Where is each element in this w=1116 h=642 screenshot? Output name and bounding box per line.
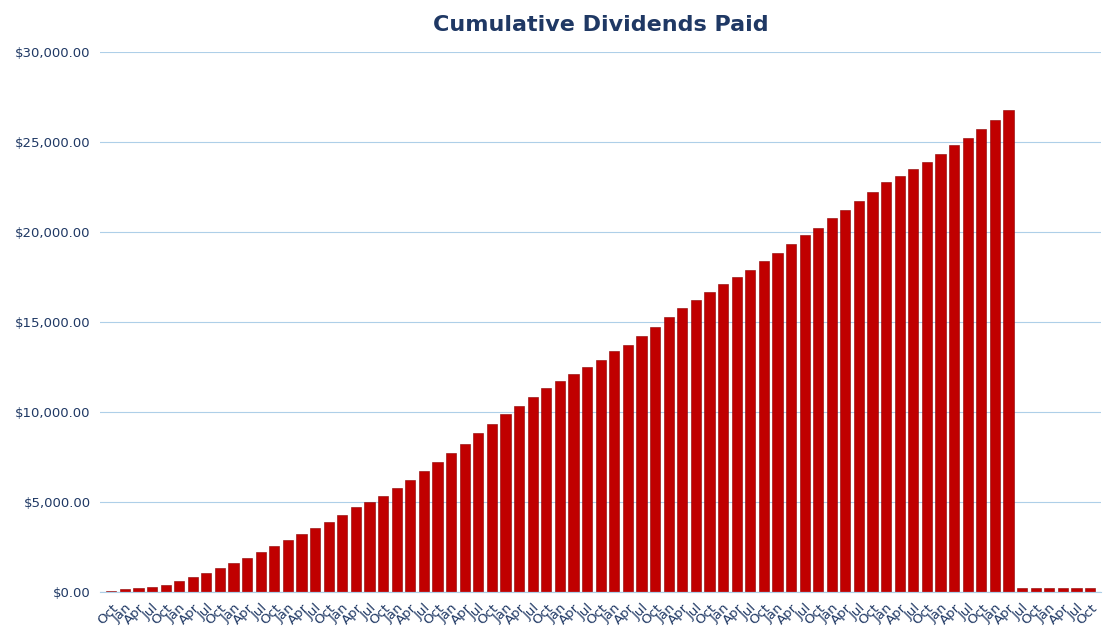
Bar (337, 516, 347, 592)
Bar (514, 406, 525, 592)
Bar (133, 588, 144, 592)
Bar (854, 201, 864, 592)
Bar (269, 546, 279, 592)
Bar (827, 218, 837, 592)
Bar (432, 462, 443, 592)
Bar (229, 563, 239, 592)
Bar (677, 308, 687, 592)
Bar (487, 424, 497, 592)
Bar (460, 444, 470, 592)
Bar (555, 381, 565, 592)
Bar (949, 146, 960, 592)
Bar (500, 415, 511, 592)
Bar (895, 176, 905, 592)
Bar (908, 169, 918, 592)
Bar (378, 496, 388, 592)
Bar (1017, 588, 1027, 592)
Bar (473, 433, 483, 592)
Bar (256, 552, 266, 592)
Bar (990, 120, 1000, 592)
Bar (215, 568, 225, 592)
Bar (759, 261, 769, 592)
Bar (650, 327, 661, 592)
Bar (636, 336, 646, 592)
Bar (1058, 588, 1068, 592)
Bar (392, 489, 402, 592)
Bar (772, 254, 782, 592)
Bar (840, 210, 850, 592)
Title: Cumulative Dividends Paid: Cumulative Dividends Paid (433, 15, 769, 35)
Bar (310, 528, 320, 592)
Bar (1031, 588, 1041, 592)
Bar (718, 284, 728, 592)
Bar (201, 573, 212, 592)
Bar (119, 589, 129, 592)
Bar (581, 367, 593, 592)
Bar (799, 236, 810, 592)
Bar (1085, 588, 1095, 592)
Bar (786, 245, 796, 592)
Bar (976, 129, 987, 592)
Bar (365, 502, 375, 592)
Bar (623, 345, 633, 592)
Bar (1045, 588, 1055, 592)
Bar (664, 317, 674, 592)
Bar (106, 591, 116, 592)
Bar (691, 300, 701, 592)
Bar (935, 155, 945, 592)
Bar (324, 521, 334, 592)
Bar (405, 480, 415, 592)
Bar (446, 453, 456, 592)
Bar (745, 270, 756, 592)
Bar (1071, 588, 1081, 592)
Bar (541, 388, 551, 592)
Bar (418, 471, 429, 592)
Bar (528, 397, 538, 592)
Bar (161, 584, 171, 592)
Bar (922, 162, 932, 592)
Bar (1003, 110, 1013, 592)
Bar (609, 351, 619, 592)
Bar (297, 534, 307, 592)
Bar (596, 360, 606, 592)
Bar (568, 374, 578, 592)
Bar (242, 557, 252, 592)
Bar (350, 507, 362, 592)
Bar (963, 138, 973, 592)
Bar (867, 192, 877, 592)
Bar (882, 182, 892, 592)
Bar (187, 577, 198, 592)
Bar (174, 581, 184, 592)
Bar (704, 292, 714, 592)
Bar (814, 228, 824, 592)
Bar (282, 539, 294, 592)
Bar (731, 277, 742, 592)
Bar (147, 587, 157, 592)
